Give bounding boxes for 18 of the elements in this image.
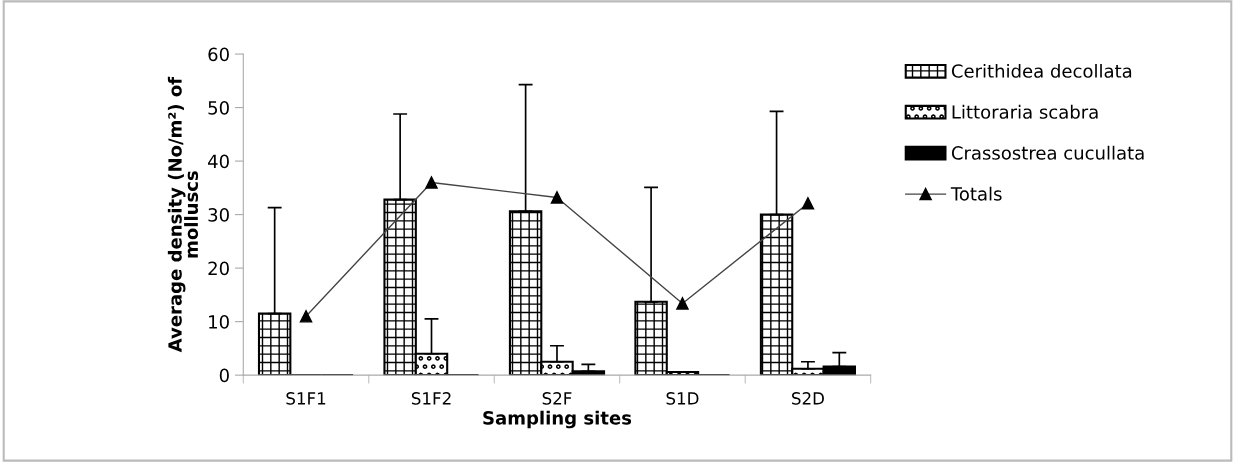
y-tick-label: 10 <box>209 315 229 329</box>
legend-label: Cerithidea decollata <box>951 63 1132 78</box>
legend-label: Crassostrea cucullata <box>951 145 1144 160</box>
x-tick-label: S1D <box>666 392 699 405</box>
x-tick-label: S1F2 <box>411 392 451 405</box>
legend-label: Littoraria scabra <box>952 104 1098 119</box>
y-tick-label: 60 <box>208 47 229 62</box>
x-tick-label: S1F1 <box>286 392 326 405</box>
y-tick-label: 30 <box>208 208 229 222</box>
y-tick-label: 0 <box>219 368 229 383</box>
x-tick-label: S2D <box>792 392 824 405</box>
x-axis-title: Sampling sites <box>483 410 632 429</box>
y-tick-label: 20 <box>208 261 229 276</box>
y-tick-label: 40 <box>208 154 229 169</box>
legend-label: Totals <box>950 186 1002 201</box>
x-tick-label: S2F <box>542 392 572 405</box>
y-axis-title: Average density (No/m²) of molluscs <box>167 76 199 353</box>
y-tick-label: 50 <box>208 101 229 115</box>
